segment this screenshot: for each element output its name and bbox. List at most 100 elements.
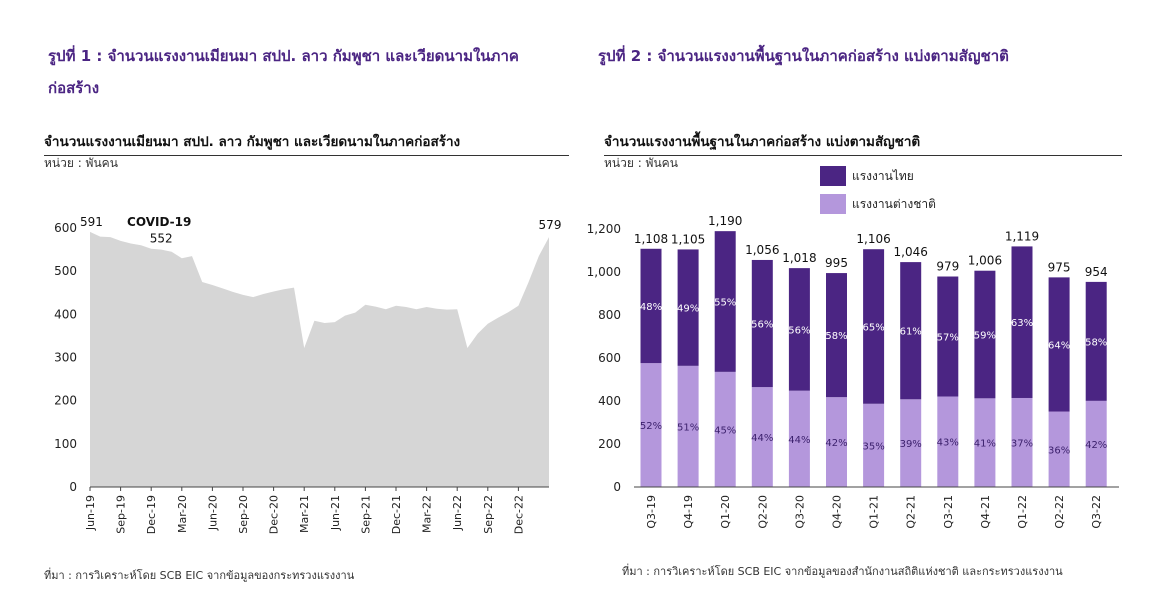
y-tick-label: 0 <box>613 480 621 494</box>
annotation-579: 579 <box>539 218 562 232</box>
bar-thai <box>714 231 736 372</box>
legend-item-thai: แรงงานไทย <box>820 166 914 186</box>
percent-label-thai: 58% <box>1085 337 1107 348</box>
total-label: 1,119 <box>1005 229 1039 243</box>
annotation-covid-19: COVID-19 <box>127 215 191 229</box>
percent-label-foreign: 36% <box>1048 445 1070 456</box>
chart1-source: ที่มา : การวิเคราะห์โดย SCB EIC จากข้อมู… <box>44 569 355 582</box>
percent-label-thai: 57% <box>937 333 959 344</box>
bar-thai <box>974 270 996 399</box>
percent-label-thai: 63% <box>1011 318 1033 329</box>
total-label: 1,190 <box>708 214 742 228</box>
x-tick-label: Q2-21 <box>905 495 918 529</box>
legend-label-thai: แรงงานไทย <box>852 168 914 183</box>
y-tick-label: 1,000 <box>587 265 621 279</box>
total-label: 1,006 <box>968 254 1002 268</box>
bar-foreign <box>900 399 922 487</box>
chart2-stacked-bar-chart: 0 200 400 600 800 1,000 1,200 52% 48% 1,108 Q3-19 5… <box>587 214 1119 529</box>
y-tick-label: 1,200 <box>587 222 621 236</box>
x-tick-label: Q1-21 <box>868 495 881 529</box>
bar-thai <box>788 268 810 391</box>
percent-label-thai: 58% <box>825 331 847 342</box>
y-tick-label: 200 <box>54 394 77 408</box>
percent-label-foreign: 43% <box>937 438 959 449</box>
y-tick-label: 400 <box>598 394 621 408</box>
total-label: 1,106 <box>856 232 890 246</box>
y-tick-label: 100 <box>54 437 77 451</box>
y-tick-label: 500 <box>54 264 77 278</box>
bar-foreign <box>826 397 847 487</box>
x-tick-label: Q4-19 <box>682 495 695 529</box>
x-tick-label: Jun-20 <box>206 495 219 531</box>
x-tick-label: Q3-22 <box>1090 495 1103 529</box>
percent-label-foreign: 37% <box>1011 438 1033 449</box>
bar-foreign <box>863 403 885 487</box>
bar-thai <box>1085 281 1107 401</box>
total-label: 954 <box>1085 265 1108 279</box>
bar-foreign <box>640 363 662 487</box>
x-tick-label: Q4-20 <box>831 495 844 529</box>
bar-thai <box>1048 277 1070 412</box>
bar-thai <box>900 262 922 400</box>
percent-label-foreign: 42% <box>1085 440 1107 451</box>
chart1-area-chart: 0 100 200 300 400 500 600 Jun-19 Sep-19 Dec-19 Mar… <box>54 215 562 534</box>
y-tick-label: 0 <box>69 480 77 494</box>
chart1-title: จำนวนแรงงานเมียนมา สปป. ลาว กัมพูชา และเ… <box>44 130 569 156</box>
percent-label-foreign: 44% <box>751 433 773 444</box>
x-tick-label: Sep-22 <box>482 495 495 534</box>
bar-foreign <box>677 365 699 487</box>
x-tick-label: Q4-21 <box>979 495 992 529</box>
x-tick-label: Dec-22 <box>512 495 525 534</box>
x-tick-label: Q2-20 <box>756 495 769 529</box>
y-tick-label: 800 <box>598 308 621 322</box>
percent-label-thai: 56% <box>751 320 773 331</box>
y-tick-label: 600 <box>598 351 621 365</box>
figure2-title: รูปที่ 2 : จำนวนแรงงานพื้นฐานในภาคก่อสร้… <box>598 47 1009 65</box>
total-label: 1,018 <box>782 251 816 265</box>
x-tick-label: Dec-20 <box>268 495 281 534</box>
percent-label-thai: 56% <box>788 325 810 336</box>
total-label: 975 <box>1048 260 1071 274</box>
chart2-title: จำนวนแรงงานพื้นฐานในภาคก่อสร้าง แบ่งตามส… <box>604 130 1122 156</box>
legend-item-foreign: แรงงานต่างชาติ <box>820 194 936 214</box>
y-tick-label: 600 <box>54 221 77 235</box>
chart2-source: ที่มา : การวิเคราะห์โดย SCB EIC จากข้อมู… <box>622 565 1063 578</box>
total-label: 979 <box>936 260 959 274</box>
percent-label-thai: 59% <box>974 331 996 342</box>
percent-label-thai: 55% <box>714 298 736 309</box>
bar-thai <box>677 249 699 366</box>
y-tick-label: 400 <box>54 307 77 321</box>
percent-label-foreign: 45% <box>714 425 736 436</box>
area-series <box>90 231 549 487</box>
bar-foreign <box>1011 397 1033 487</box>
x-tick-label: Dec-19 <box>145 495 158 534</box>
bar-foreign <box>1048 411 1070 487</box>
bar-foreign <box>937 396 959 487</box>
x-tick-label: Mar-20 <box>176 495 189 533</box>
chart2-unit: หน่วย : พันคน <box>604 156 678 170</box>
percent-label-thai: 65% <box>862 322 884 333</box>
bar-foreign <box>751 387 773 487</box>
percent-label-foreign: 44% <box>788 435 810 446</box>
bar-thai <box>751 259 773 388</box>
total-label: 995 <box>825 256 848 270</box>
x-tick-label: Q2-22 <box>1053 495 1066 529</box>
x-tick-label: Q3-20 <box>793 495 806 529</box>
bar-thai <box>937 276 959 397</box>
total-label: 1,056 <box>745 243 779 257</box>
bar-foreign <box>714 371 736 487</box>
legend-swatch-foreign <box>820 194 846 214</box>
bar-foreign <box>1085 400 1107 487</box>
chart1-unit: หน่วย : พันคน <box>44 156 118 170</box>
x-tick-label: Mar-21 <box>298 495 311 533</box>
annotation-552: 552 <box>150 232 173 246</box>
bar-thai <box>826 273 847 398</box>
x-tick-label: Q1-20 <box>719 495 732 529</box>
y-tick-label: 200 <box>598 437 621 451</box>
percent-label-foreign: 52% <box>640 421 662 432</box>
x-tick-label: Jun-21 <box>329 495 342 531</box>
legend-label-foreign: แรงงานต่างชาติ <box>852 196 936 211</box>
bar-thai <box>640 248 662 364</box>
percent-label-thai: 64% <box>1048 340 1070 351</box>
percent-label-foreign: 41% <box>974 439 996 450</box>
